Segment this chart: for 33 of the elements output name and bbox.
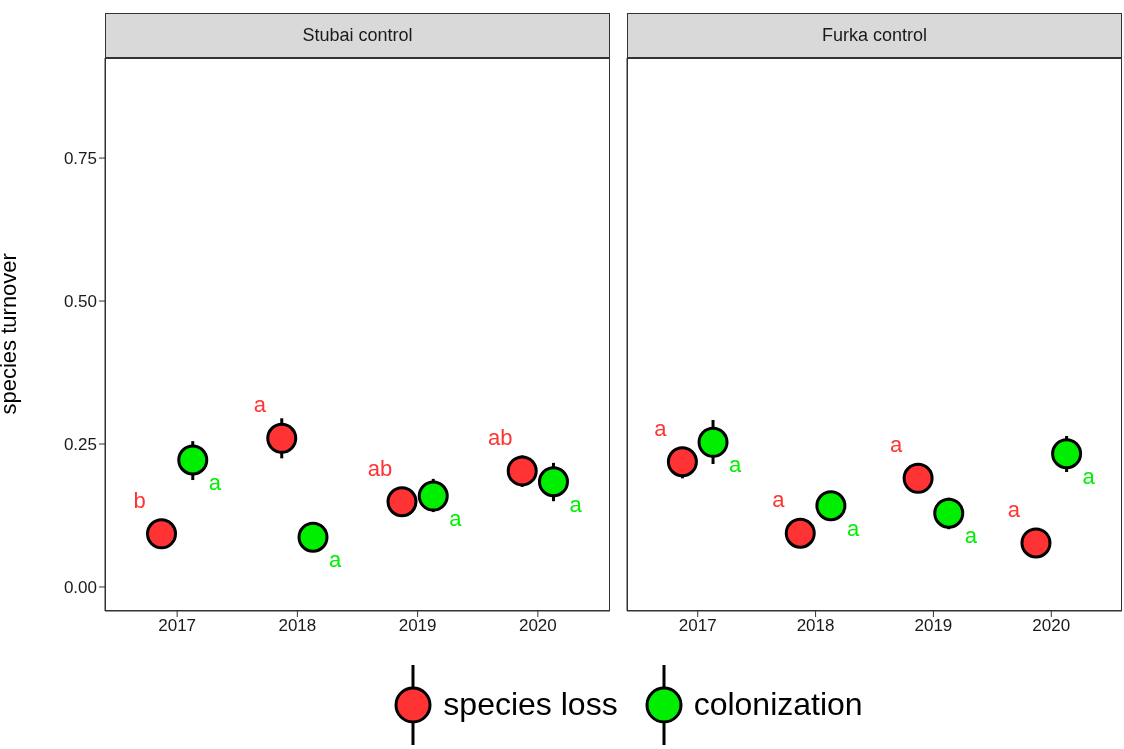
y-tick-label: 0.00	[63, 578, 97, 598]
x-tick-label: 2017	[158, 616, 197, 636]
annotation: a	[329, 547, 343, 573]
annotation: a	[1082, 463, 1096, 489]
annotation: ab	[487, 424, 513, 450]
x-tick-label: 2017	[678, 616, 717, 636]
x-tick-label: 2019	[398, 616, 437, 636]
x-tick-label: 2020	[1032, 616, 1071, 636]
y-tick-label: 0.25	[63, 435, 97, 455]
chart-title: Stubai control	[302, 25, 413, 46]
x-tick-label: 2019	[914, 616, 953, 636]
y-tick-label: 0.50	[63, 292, 97, 312]
annotation: a	[449, 506, 463, 532]
annotation: a	[1007, 496, 1021, 522]
annotation: a	[889, 432, 903, 458]
annotation: a	[654, 415, 668, 441]
annotation: a	[846, 515, 860, 541]
annotation: a	[964, 523, 978, 549]
annotation: ab	[367, 455, 393, 481]
annotation: a	[208, 470, 222, 496]
annotation: a	[772, 487, 786, 513]
chart-title: Furka control	[821, 25, 928, 46]
annotation: a	[569, 491, 583, 517]
annotation: a	[729, 452, 743, 478]
annotation: b	[133, 487, 146, 513]
y-tick-label: 0.75	[63, 149, 97, 169]
legend-label: colonization	[693, 686, 863, 723]
y-axis-title: species turnover	[0, 253, 21, 415]
x-tick-label: 2018	[278, 616, 317, 636]
x-tick-label: 2020	[518, 616, 557, 636]
legend-label: species loss	[443, 686, 618, 723]
x-tick-label: 2018	[796, 616, 835, 636]
annotation: a	[253, 392, 267, 418]
